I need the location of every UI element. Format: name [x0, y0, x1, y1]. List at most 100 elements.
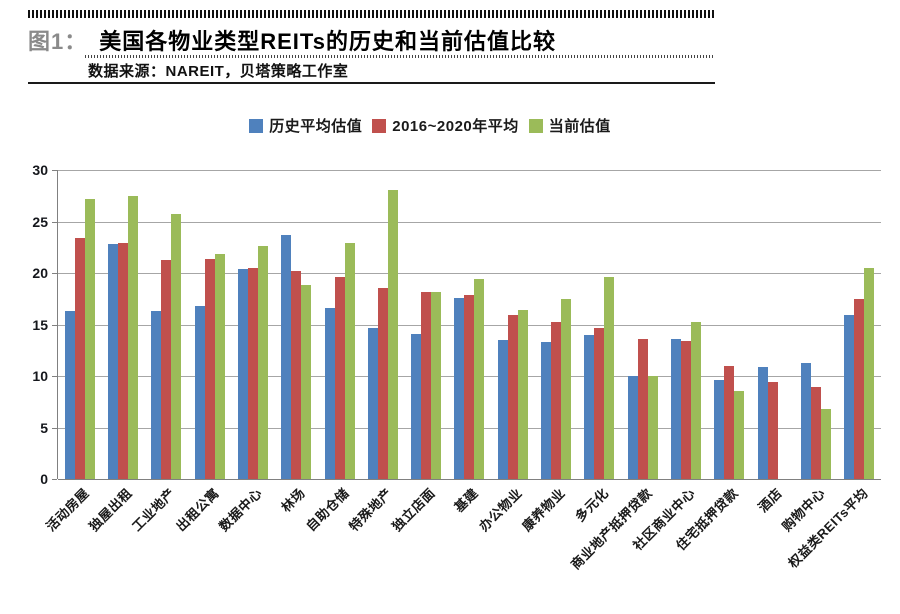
gridline: [58, 221, 881, 223]
bar: [64, 311, 75, 479]
bar-cluster: [188, 170, 231, 479]
y-tick-label: 25: [32, 213, 48, 230]
header-dashed-rule: [28, 10, 715, 18]
bar-cluster: [318, 170, 361, 479]
title-dotted-underline: [85, 55, 715, 58]
x-axis-label: 工业地产: [129, 485, 179, 535]
bar: [627, 376, 638, 479]
bar: [301, 285, 312, 479]
bar: [517, 310, 528, 479]
legend-label: 历史平均估值: [269, 118, 363, 135]
bar: [107, 244, 118, 479]
page-title: 美国各物业类型REITs的历史和当前估值比较: [99, 29, 556, 54]
bar: [724, 365, 735, 479]
y-axis-tick: [52, 376, 57, 377]
x-axis-label: 独立店面: [389, 485, 439, 535]
bar-cluster: [101, 170, 144, 479]
bar: [204, 258, 215, 479]
bar: [237, 268, 248, 479]
bar: [127, 195, 138, 479]
bar-cluster: [275, 170, 318, 479]
bar: [801, 362, 812, 479]
bar: [507, 315, 518, 479]
x-axis-label: 康养物业: [519, 485, 569, 535]
bar: [247, 267, 258, 479]
bar-cluster: [838, 170, 881, 479]
y-axis-tick: [52, 170, 57, 171]
bar: [377, 288, 388, 479]
legend-swatch: [372, 118, 387, 133]
bar-cluster: [231, 170, 274, 479]
bar: [681, 340, 692, 479]
x-axis-label: 权益类REITs平均: [785, 485, 872, 571]
data-source-label: 数据来源：NAREIT，贝塔策略工作室: [88, 63, 349, 80]
bar: [431, 291, 442, 479]
bar: [194, 305, 205, 479]
header-solid-rule: [28, 82, 715, 84]
bar: [214, 254, 225, 479]
bar: [367, 327, 378, 479]
bar: [334, 277, 345, 479]
bar: [821, 408, 832, 479]
bar: [74, 237, 85, 479]
bar: [647, 376, 658, 479]
bar: [671, 338, 682, 479]
x-axis-label: 基建: [451, 485, 482, 516]
bar: [281, 234, 292, 479]
bar-cluster: [58, 170, 101, 479]
y-tick-label: 15: [32, 316, 48, 333]
bar: [344, 243, 355, 479]
x-axis-label: 自助仓储: [302, 485, 352, 535]
bar: [551, 322, 562, 479]
legend-swatch: [528, 118, 543, 133]
y-axis-tick: [52, 427, 57, 429]
x-axis-label: 活动房屋: [42, 485, 92, 535]
bar-cluster: [751, 170, 794, 479]
bar: [161, 259, 172, 479]
legend-label: 当前估值: [548, 118, 611, 135]
x-axis-label: 独屋出租: [86, 485, 135, 535]
bar: [844, 315, 855, 479]
y-axis-tick: [52, 273, 57, 274]
x-axis-label: 多元化: [572, 485, 612, 525]
bar: [541, 342, 552, 479]
figure-number-label: 图1：: [28, 29, 88, 54]
y-axis-tick: [52, 221, 57, 223]
bar-cluster: [361, 170, 404, 479]
bar: [324, 308, 335, 479]
bar: [474, 279, 485, 479]
chart-legend: 历史平均估值 2016~2020年平均 当前估值: [0, 115, 860, 136]
legend-item: 历史平均估值: [249, 115, 362, 136]
gridline: [58, 170, 881, 171]
y-axis-tick: [52, 324, 57, 326]
bar: [387, 189, 398, 479]
header-title-row: 图1： 美国各物业类型REITs的历史和当前估值比较: [28, 24, 556, 56]
bar-cluster: [448, 170, 491, 479]
bar-cluster: [405, 170, 448, 479]
legend-swatch: [249, 118, 264, 133]
y-axis-tick: [52, 479, 57, 480]
bar-cluster: [578, 170, 621, 479]
bar: [497, 339, 508, 479]
bar: [691, 322, 702, 479]
bar: [257, 246, 268, 479]
y-tick-label: 30: [32, 162, 48, 178]
x-axis-label: 特殊地产: [345, 485, 395, 535]
bar-cluster: [491, 170, 534, 479]
bar: [714, 380, 725, 479]
bar: [117, 243, 128, 479]
gridline: [58, 273, 881, 274]
bar: [171, 214, 182, 479]
x-axis-label: 酒店: [754, 485, 785, 516]
y-tick-label: 10: [32, 368, 48, 384]
bar: [734, 391, 745, 479]
x-axis-line: [58, 479, 881, 480]
bar: [604, 277, 615, 479]
bar: [84, 198, 95, 479]
bar: [561, 298, 572, 479]
bar: [864, 267, 875, 479]
x-axis-label: 出租公寓: [172, 485, 222, 535]
bar-cluster: [145, 170, 188, 479]
bar: [584, 334, 595, 479]
